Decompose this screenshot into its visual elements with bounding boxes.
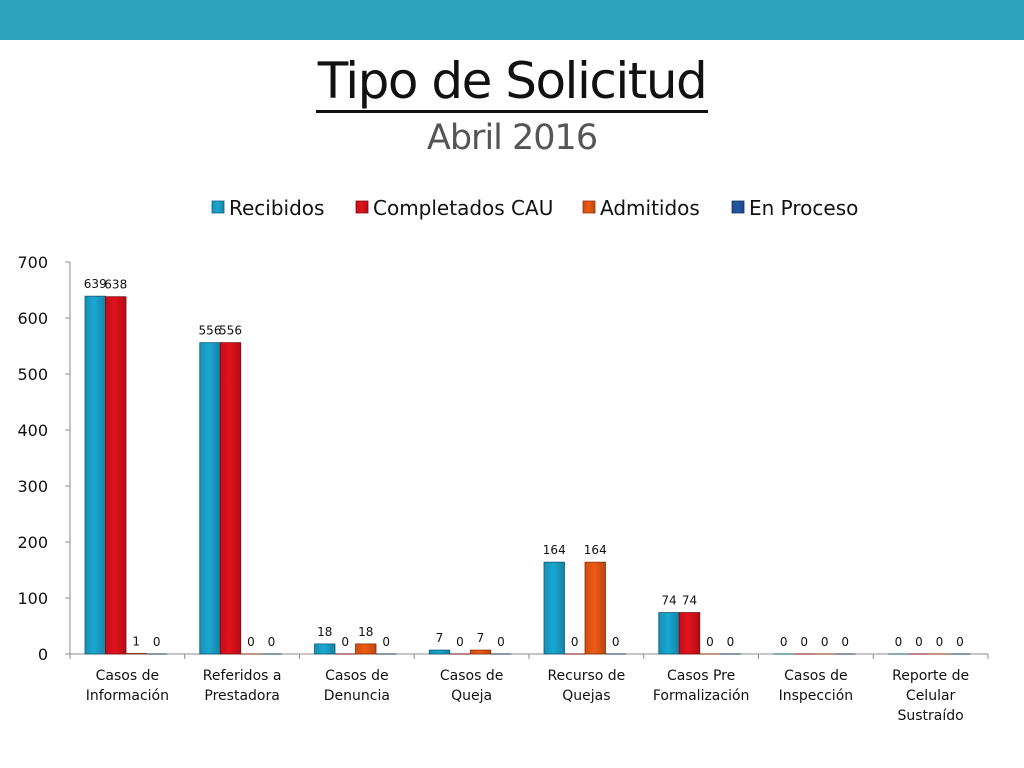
x-tick-label-line: Recurso de	[547, 668, 625, 684]
bar-1-6	[658, 612, 680, 655]
y-tick-label: 300	[17, 477, 48, 496]
bar-1-3	[314, 643, 336, 655]
data-label-1-2: 556	[199, 324, 222, 338]
x-tick-label-line: Casos de	[440, 668, 503, 684]
legend-label-1: Recibidos	[229, 196, 324, 220]
data-label-1-6: 74	[661, 594, 676, 608]
bar-3-5	[584, 561, 606, 655]
data-label-3-8: 0	[936, 635, 944, 649]
data-label-3-2: 0	[247, 635, 255, 649]
bar-3-3	[355, 643, 377, 655]
data-label-2-3: 0	[341, 635, 349, 649]
data-label-1-5: 164	[543, 543, 566, 557]
bar-1-2	[199, 342, 221, 655]
data-label-4-1: 0	[153, 635, 161, 649]
bar-1-5	[543, 561, 565, 655]
x-tick-label-line: Inspección	[779, 688, 854, 704]
data-label-3-3: 18	[358, 625, 373, 639]
slide-title: Tipo de Solicitud	[0, 52, 1024, 113]
legend-label-2: Completados CAU	[373, 196, 553, 220]
data-label-2-2: 556	[219, 324, 242, 338]
slide-subtitle: Abril 2016	[426, 118, 598, 158]
data-label-3-6: 0	[706, 635, 714, 649]
x-tick-label-line: Formalización	[653, 688, 750, 704]
x-tick-label: Recurso de Quejas	[547, 668, 625, 704]
data-label-2-8: 0	[915, 635, 923, 649]
bar-1-1	[84, 295, 106, 655]
y-tick-label: 400	[17, 421, 48, 440]
x-tick-label: Casos Pre Formalización	[653, 668, 750, 704]
data-label-4-2: 0	[268, 635, 276, 649]
legend-swatch-2	[355, 200, 369, 214]
x-tick-label-line: Casos Pre	[667, 668, 735, 684]
x-tick-label-line: Casos de	[325, 668, 388, 684]
data-label-4-8: 0	[956, 635, 964, 649]
data-label-1-8: 0	[895, 635, 903, 649]
x-tick-label-line: Queja	[451, 688, 492, 704]
y-tick-label: 500	[17, 365, 48, 384]
top-accent-bar	[0, 0, 1024, 40]
data-label-2-6: 74	[682, 594, 697, 608]
y-tick-label: 0	[38, 645, 48, 664]
data-label-2-4: 0	[456, 635, 464, 649]
data-label-3-4: 7	[477, 631, 485, 645]
x-tick-label-line: Quejas	[562, 688, 610, 704]
x-tick-label: Casos de Queja	[440, 668, 503, 704]
data-label-1-4: 7	[436, 631, 444, 645]
x-tick-label: Casos de Denuncia	[324, 668, 390, 704]
x-tick-label: Casos de Información	[86, 668, 169, 704]
data-label-3-7: 0	[821, 635, 829, 649]
data-label-4-3: 0	[382, 635, 390, 649]
data-label-2-7: 0	[800, 635, 808, 649]
x-tick-label-line: Casos de	[784, 668, 847, 684]
bar-3-1	[125, 653, 147, 655]
y-tick-label: 700	[17, 253, 48, 272]
legend-swatch-3	[582, 200, 596, 214]
data-label-3-1: 1	[132, 634, 140, 648]
x-tick-label-line: Prestadora	[204, 688, 279, 704]
x-tick-label-line: Celular	[906, 688, 956, 704]
x-tick-label: Casos de Inspección	[779, 668, 854, 704]
bar-3-4	[469, 649, 492, 655]
data-label-4-4: 0	[497, 635, 505, 649]
data-label-1-3: 18	[317, 625, 332, 639]
data-label-1-1: 639	[84, 277, 107, 291]
x-tick-label-line: Información	[86, 688, 169, 704]
bar-2-2	[219, 342, 242, 655]
legend-swatch-1	[211, 200, 225, 214]
data-label-4-6: 0	[727, 635, 735, 649]
legend-label-4: En Proceso	[749, 196, 858, 220]
legend-swatch-4	[731, 200, 745, 214]
y-tick-label: 200	[17, 533, 48, 552]
data-label-4-7: 0	[841, 635, 849, 649]
data-label-2-5: 0	[571, 635, 579, 649]
bar-2-1	[105, 296, 127, 655]
bar-1-4	[428, 649, 451, 655]
data-label-1-7: 0	[780, 635, 788, 649]
legend-label-3: Admitidos	[600, 196, 700, 220]
x-tick-label-line: Denuncia	[324, 688, 390, 704]
y-tick-label: 600	[17, 309, 48, 328]
x-tick-label: Referidos a Prestadora	[203, 668, 282, 704]
x-tick-label-line: Referidos a	[203, 668, 282, 684]
data-label-4-5: 0	[612, 635, 620, 649]
bar-2-6	[678, 612, 701, 655]
x-tick-label-line: Reporte de	[892, 668, 969, 684]
x-tick-label-line: Sustraído	[898, 708, 964, 724]
y-tick-label: 100	[17, 589, 48, 608]
data-label-2-1: 638	[104, 278, 127, 292]
data-label-3-5: 164	[584, 543, 607, 557]
x-tick-label: Reporte de Celular Sustraído	[892, 668, 969, 724]
x-tick-label-line: Casos de	[96, 668, 159, 684]
